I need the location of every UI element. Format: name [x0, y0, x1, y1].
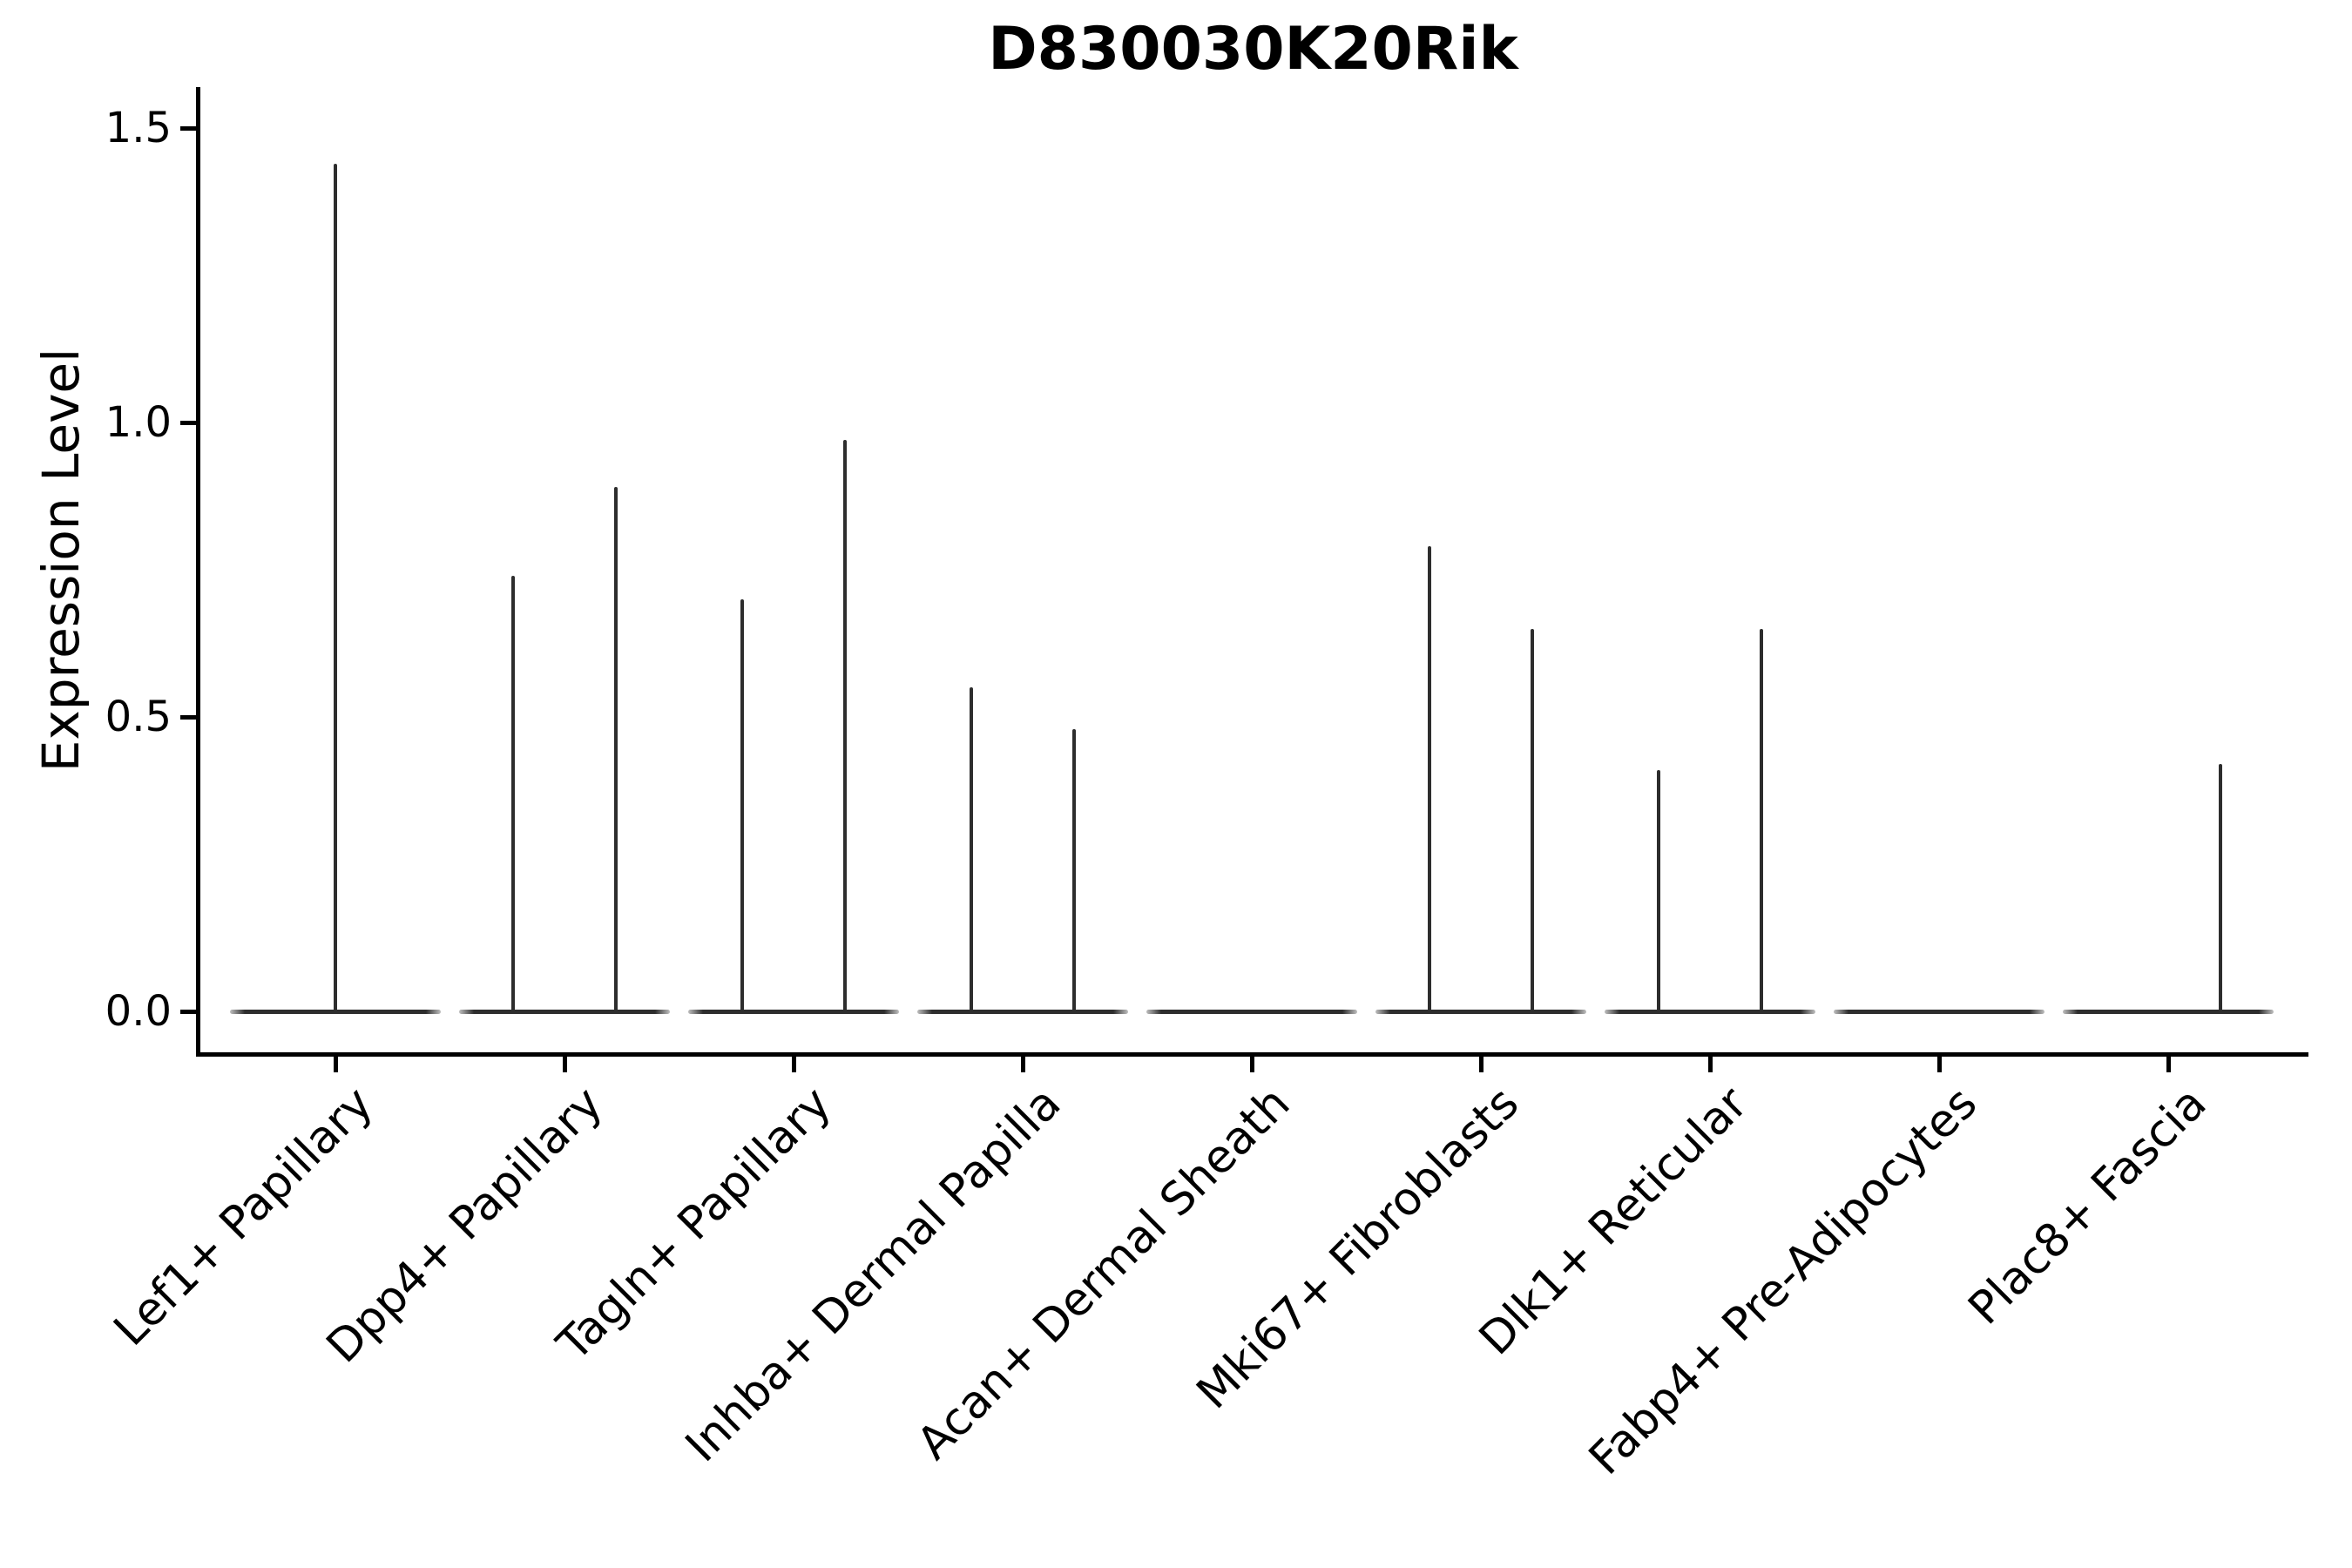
x-tick-mark [1020, 1056, 1025, 1072]
x-tick-label: Inhba+ Dermal Papilla [675, 1077, 1071, 1473]
violin-spike [740, 598, 745, 1014]
y-tick-mark [179, 714, 196, 720]
x-tick-mark [1478, 1056, 1484, 1072]
chart-title: D830030K20Rik [988, 15, 1518, 84]
x-tick-label: Acan+ Dermal Sheath [907, 1077, 1301, 1470]
x-tick-mark [333, 1056, 338, 1072]
x-tick-mark [562, 1056, 567, 1072]
violin-baseline [459, 1009, 670, 1014]
x-tick-label: Plac8+ Fascia [1958, 1077, 2217, 1335]
y-tick-label: 1.5 [105, 104, 172, 152]
violin-spike [510, 575, 516, 1014]
violin-spike [1071, 728, 1077, 1014]
y-tick-label: 0.0 [105, 987, 172, 1036]
violin-spike [1427, 545, 1432, 1014]
y-tick-label: 0.5 [105, 693, 172, 741]
violin-baseline [917, 1009, 1128, 1014]
violin-baseline [1375, 1009, 1586, 1014]
x-axis-spine [195, 1051, 2308, 1057]
violin-baseline [1834, 1009, 2044, 1014]
violin-spike [1530, 628, 1535, 1014]
violin-spike [2218, 764, 2223, 1014]
x-tick-mark [1249, 1056, 1254, 1072]
x-tick-mark [791, 1056, 796, 1072]
violin-spike [969, 687, 974, 1014]
violin-baseline [1605, 1009, 1815, 1014]
x-tick-mark [1707, 1056, 1713, 1072]
y-tick-mark [179, 1009, 196, 1014]
y-tick-mark [179, 420, 196, 425]
y-axis-spine [195, 87, 200, 1057]
violin-baseline [1146, 1009, 1357, 1014]
violin-spike [1656, 769, 1661, 1014]
x-tick-mark [2166, 1056, 2171, 1072]
violin-spike [613, 487, 618, 1014]
violin-baseline [688, 1009, 899, 1014]
violin-spike [1759, 628, 1764, 1014]
x-tick-label: Fabp4+ Pre-Adipocytes [1578, 1077, 1988, 1485]
y-tick-mark [179, 125, 196, 131]
violin-spike [842, 440, 848, 1014]
x-tick-mark [1936, 1056, 1942, 1072]
violin-baseline [2063, 1009, 2274, 1014]
violin-spike [333, 163, 338, 1014]
y-tick-label: 1.0 [105, 398, 172, 447]
